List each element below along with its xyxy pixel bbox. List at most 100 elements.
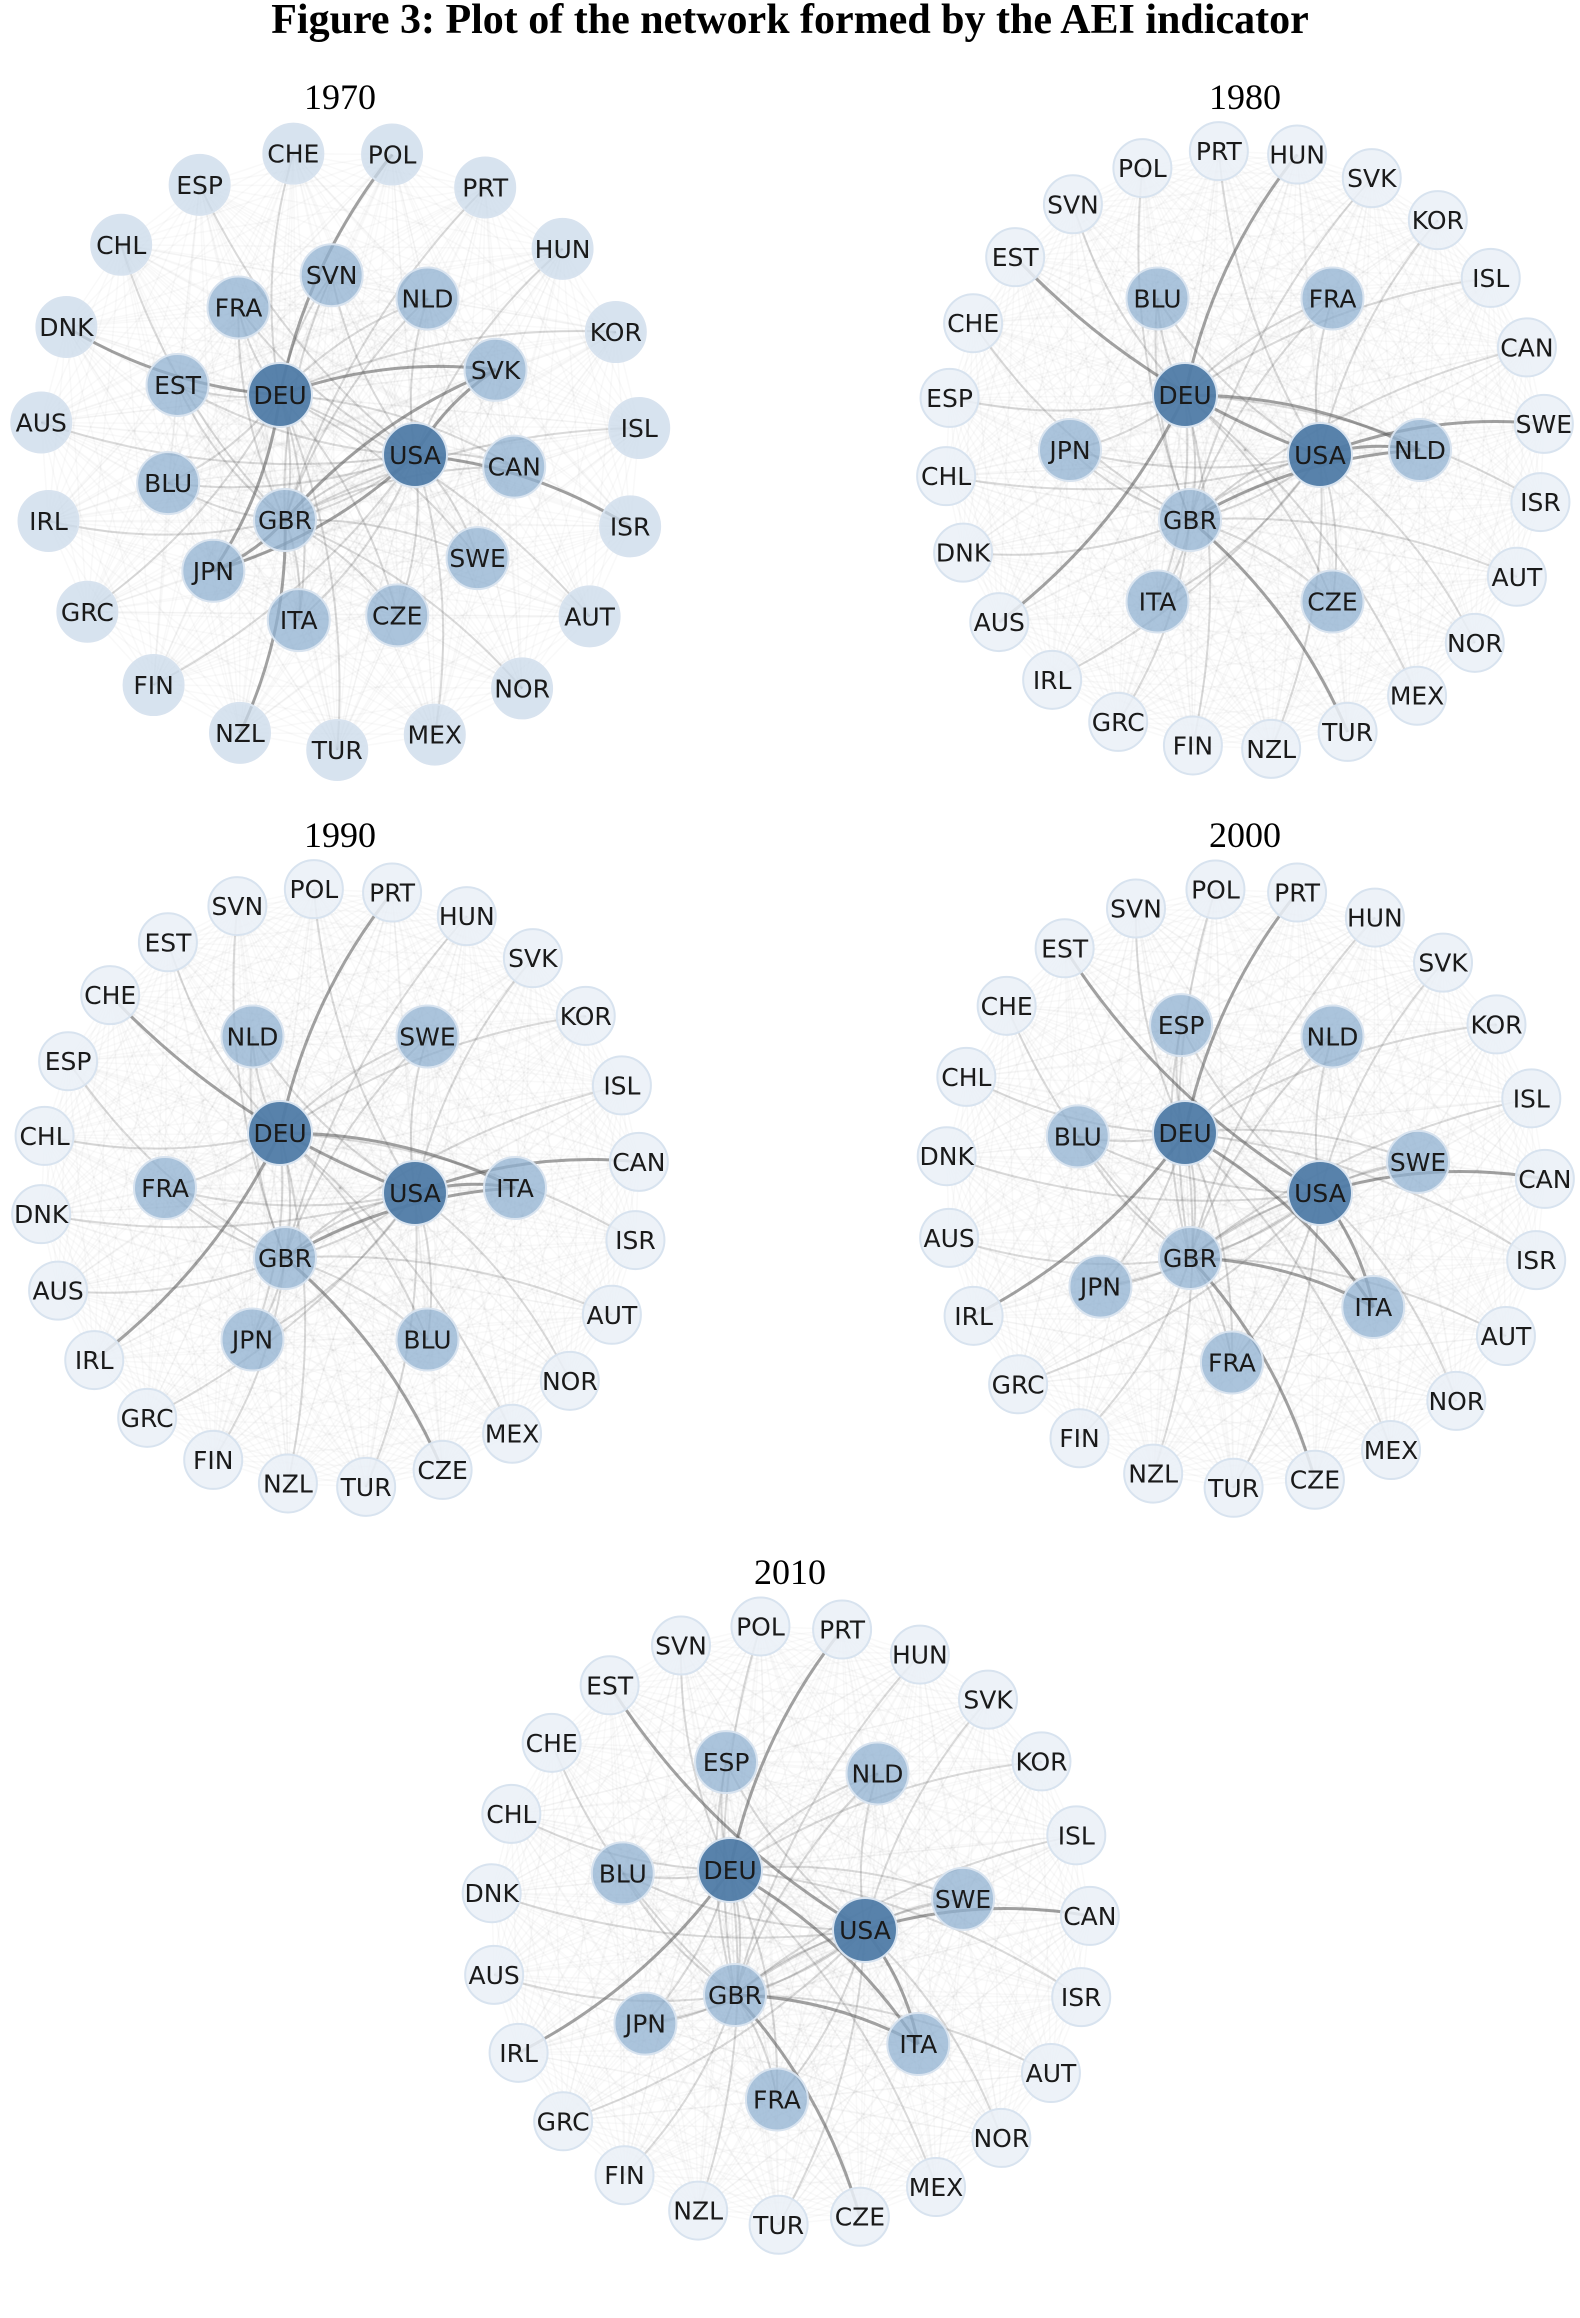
network-node-est: EST: [145, 352, 210, 417]
network-node-tur: TUR: [336, 1456, 397, 1517]
node-circle: [1514, 1148, 1575, 1209]
node-circle: [14, 1105, 75, 1166]
network-node-svn: SVN: [207, 876, 268, 937]
network-node-dnk: DNK: [461, 1863, 522, 1924]
network-node-chl: CHL: [936, 1046, 997, 1107]
network-edge-strong: [146, 1192, 416, 1419]
network-node-nld: NLD: [220, 1004, 285, 1069]
node-circle: [464, 1944, 525, 2005]
node-circle: [1088, 691, 1149, 752]
node-circle: [382, 422, 448, 488]
network-node-blu: BLU: [395, 1307, 460, 1372]
node-label: MEX: [1390, 682, 1445, 711]
node-circle: [28, 1260, 89, 1321]
network-node-prt: PRT: [1267, 862, 1328, 923]
network-edge: [1051, 1835, 1076, 2073]
node-label: SVN: [1047, 190, 1099, 219]
network-node-isr: ISR: [599, 495, 662, 558]
node-circle: [1051, 1967, 1112, 2028]
node-label: JPN: [1078, 1273, 1121, 1302]
node-circle: [1267, 124, 1328, 185]
node-label: NZL: [215, 719, 265, 748]
node-circle: [362, 862, 423, 923]
node-label: ITA: [1354, 1293, 1392, 1322]
node-label: PRT: [819, 1616, 866, 1645]
network-node-che: CHE: [262, 122, 325, 185]
node-label: AUT: [587, 1301, 638, 1330]
node-circle: [812, 1599, 873, 1660]
node-label: CAN: [612, 1148, 665, 1177]
node-label: BLU: [1054, 1122, 1102, 1151]
node-circle: [145, 352, 210, 417]
node-circle: [11, 1184, 72, 1245]
node-label: NLD: [227, 1022, 279, 1051]
node-label: USA: [839, 1916, 891, 1945]
node-label: ISR: [610, 512, 651, 541]
node-circle: [1068, 1254, 1133, 1319]
node-label: GBR: [708, 1981, 762, 2010]
network-graph: PRT HUN SVK KOR ISL CAN ISR AUT NOR MEX CZE TUR NZL F…: [916, 859, 1575, 1518]
node-label: GRC: [537, 2107, 590, 2136]
network-node-jpn: JPN: [613, 1991, 678, 2056]
panel-year-title: 1990: [304, 815, 376, 855]
network-node-mex: MEX: [906, 2157, 967, 2218]
network-node-jpn: JPN: [1068, 1254, 1133, 1319]
network-node-mex: MEX: [1361, 1420, 1422, 1481]
node-label: NOR: [1428, 1387, 1484, 1416]
network-edge-strong: [109, 994, 416, 1195]
node-circle: [491, 657, 554, 720]
network-edge-strong: [1188, 1256, 1317, 1481]
network-node-tur: TUR: [748, 2194, 809, 2255]
network-edge-strong: [414, 454, 445, 735]
network-node-hun: HUN: [1267, 124, 1328, 185]
network-edge-strong: [284, 1255, 613, 1316]
node-label: EST: [144, 928, 192, 957]
network-edge-strong: [414, 248, 564, 456]
node-circle: [744, 2067, 809, 2132]
node-label: KOR: [590, 318, 642, 347]
network-node-usa: USA: [382, 422, 448, 488]
network-node-pol: POL: [730, 1596, 791, 1657]
node-label: ISL: [1472, 264, 1509, 293]
node-circle: [1123, 1443, 1184, 1504]
node-circle: [445, 526, 510, 591]
node-circle: [336, 1456, 397, 1517]
node-circle: [1152, 362, 1218, 428]
node-label: CHL: [941, 1063, 991, 1092]
node-label: DEU: [253, 381, 306, 410]
node-label: FIN: [1059, 1424, 1099, 1453]
node-circle: [403, 703, 466, 766]
node-label: SVK: [963, 1686, 1013, 1715]
node-label: SVN: [1110, 895, 1162, 924]
node-circle: [1460, 247, 1521, 308]
node-label: SWE: [935, 1885, 991, 1914]
node-circle: [1513, 393, 1574, 454]
node-circle: [488, 2022, 549, 2083]
node-circle: [206, 275, 271, 340]
node-label: CZE: [1307, 588, 1357, 617]
node-circle: [1152, 1100, 1218, 1166]
node-circle: [591, 1055, 652, 1116]
node-label: ISL: [603, 1071, 640, 1100]
node-circle: [931, 1866, 996, 1931]
node-circle: [590, 1841, 655, 1906]
network-node-kor: KOR: [555, 985, 616, 1046]
node-label: SVN: [655, 1632, 707, 1661]
node-label: IRL: [1033, 666, 1072, 695]
network-edge-strong: [284, 1084, 623, 1259]
network-edge-strong: [1184, 394, 1418, 697]
node-circle: [1506, 1230, 1567, 1291]
network-node-usa: USA: [382, 1160, 448, 1226]
node-label: CAN: [1518, 1165, 1571, 1194]
node-label: NLD: [852, 1759, 904, 1788]
node-circle: [266, 588, 331, 653]
network-node-tur: TUR: [306, 718, 369, 781]
network-node-gbr: GBR: [1158, 1226, 1222, 1290]
node-circle: [919, 1207, 980, 1268]
network-node-nzl: NZL: [257, 1453, 318, 1514]
network-node-deu: DEU: [247, 362, 313, 428]
network-node-nld: NLD: [845, 1741, 910, 1806]
network-node-kor: KOR: [1407, 190, 1468, 251]
network-edge-strong: [733, 1993, 862, 2218]
node-label: DNK: [14, 1200, 69, 1229]
